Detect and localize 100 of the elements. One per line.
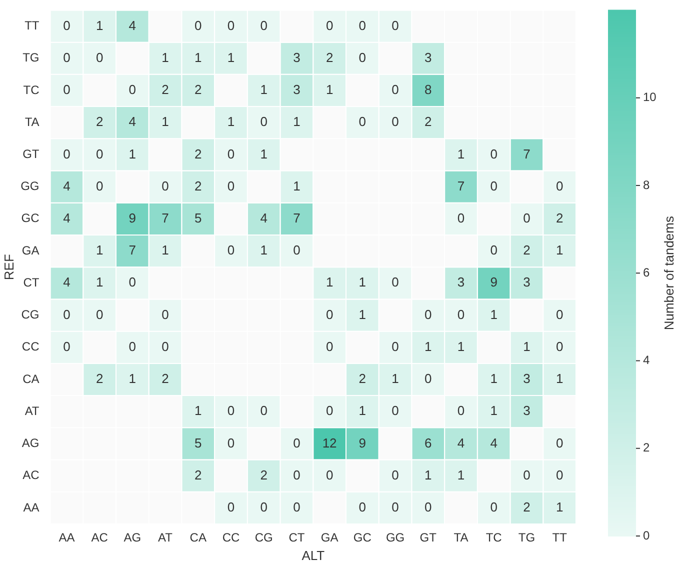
data-label: 1 bbox=[260, 82, 268, 98]
data-label: 0 bbox=[293, 467, 300, 482]
x-tick-label: TG bbox=[518, 530, 536, 545]
data-label: 0 bbox=[96, 178, 104, 194]
data-label: 1 bbox=[424, 338, 432, 354]
data-label: 3 bbox=[293, 50, 300, 65]
y-tick-label: TG bbox=[22, 50, 40, 65]
data-label: 1 bbox=[326, 82, 334, 98]
data-label: 4 bbox=[63, 274, 70, 290]
x-tick-label: AG bbox=[124, 530, 142, 545]
data-label: 0 bbox=[490, 242, 498, 258]
data-label: 1 bbox=[490, 306, 498, 322]
data-label: 0 bbox=[63, 306, 70, 322]
data-label: 1 bbox=[424, 467, 432, 482]
data-label: 0 bbox=[293, 500, 300, 515]
data-label: 1 bbox=[457, 467, 465, 482]
data-label: 0 bbox=[227, 242, 235, 258]
data-label: 4 bbox=[128, 18, 136, 33]
data-label: 2 bbox=[96, 114, 104, 130]
data-label: 2 bbox=[326, 50, 334, 65]
data-label: 3 bbox=[293, 82, 300, 98]
data-label: 0 bbox=[260, 500, 268, 515]
y-tick-label: GG bbox=[20, 179, 40, 194]
data-label: 0 bbox=[424, 500, 432, 515]
data-label: 0 bbox=[392, 114, 399, 130]
data-label: 3 bbox=[523, 403, 530, 418]
data-label: 1 bbox=[194, 403, 202, 418]
x-tick-label: CG bbox=[254, 530, 273, 545]
data-label: 0 bbox=[523, 467, 530, 482]
color-bar-label: 0 bbox=[643, 528, 650, 542]
data-label: 1 bbox=[457, 146, 465, 162]
data-label: 0 bbox=[556, 435, 564, 450]
data-label: 9 bbox=[128, 210, 136, 226]
data-label: 1 bbox=[490, 371, 498, 386]
y-tick-label: CA bbox=[22, 372, 40, 386]
data-label: 1 bbox=[96, 242, 104, 258]
y-tick-label: CT bbox=[23, 275, 40, 290]
data-label: 1 bbox=[392, 371, 399, 386]
data-label: 1 bbox=[162, 114, 169, 130]
data-label: 1 bbox=[556, 242, 564, 258]
data-label: 1 bbox=[260, 242, 268, 258]
data-label: 1 bbox=[128, 371, 136, 386]
y-axis-title: REF bbox=[1, 254, 16, 280]
data-label: 0 bbox=[227, 435, 235, 450]
data-label: 1 bbox=[358, 274, 366, 290]
data-label: 7 bbox=[457, 178, 465, 194]
data-label: 0 bbox=[63, 82, 70, 98]
data-label: 0 bbox=[457, 210, 465, 226]
data-label: 1 bbox=[227, 50, 235, 65]
data-label: 1 bbox=[556, 500, 564, 515]
x-tick-label: CA bbox=[190, 530, 206, 545]
data-label: 0 bbox=[260, 403, 268, 418]
data-label: 0 bbox=[556, 338, 564, 354]
data-label: 2 bbox=[556, 210, 564, 226]
data-label: 0 bbox=[358, 50, 366, 65]
data-label: 1 bbox=[96, 274, 104, 290]
data-label: 2 bbox=[523, 242, 530, 258]
data-label: 0 bbox=[424, 306, 432, 322]
data-label: 1 bbox=[457, 338, 465, 354]
data-label: 2 bbox=[194, 82, 202, 98]
data-label: 0 bbox=[556, 178, 564, 194]
x-tick-label: GC bbox=[353, 530, 372, 545]
data-label: 0 bbox=[556, 467, 564, 482]
data-label: 0 bbox=[227, 146, 235, 162]
data-label: 0 bbox=[96, 50, 104, 65]
data-label: 0 bbox=[556, 306, 564, 322]
data-label: 6 bbox=[424, 435, 432, 450]
data-label: 1 bbox=[162, 50, 169, 65]
data-label: 0 bbox=[490, 500, 498, 515]
data-label: 1 bbox=[96, 18, 104, 33]
data-label: 12 bbox=[322, 435, 337, 450]
data-label: 7 bbox=[128, 242, 136, 258]
color-bar-label: 2 bbox=[643, 440, 650, 455]
x-tick-label: GT bbox=[420, 530, 438, 545]
data-label: 1 bbox=[490, 403, 498, 418]
data-label: 0 bbox=[162, 178, 169, 194]
data-label: 0 bbox=[457, 306, 465, 322]
x-tick-label: GA bbox=[320, 530, 338, 545]
data-label: 2 bbox=[358, 371, 366, 386]
data-label: 1 bbox=[162, 242, 169, 258]
data-label: 3 bbox=[523, 371, 530, 386]
data-label: 1 bbox=[194, 50, 202, 65]
data-label: 0 bbox=[392, 274, 399, 290]
data-label: 0 bbox=[63, 146, 70, 162]
data-label: 0 bbox=[96, 306, 104, 322]
data-label: 2 bbox=[194, 178, 202, 194]
data-label: 0 bbox=[63, 50, 70, 65]
data-label: 4 bbox=[490, 435, 498, 450]
data-label: 4 bbox=[63, 178, 70, 194]
data-label: 3 bbox=[457, 274, 465, 290]
data-label: 1 bbox=[260, 146, 268, 162]
x-tick-label: TT bbox=[552, 530, 568, 545]
data-label: 2 bbox=[162, 371, 169, 386]
data-label: 1 bbox=[556, 371, 564, 386]
color-bar-title: Number of tandems bbox=[662, 216, 677, 330]
x-tick-label: CC bbox=[222, 530, 240, 545]
data-label: 2 bbox=[424, 114, 432, 130]
x-tick-label: CT bbox=[288, 530, 306, 545]
data-label: 0 bbox=[392, 403, 399, 418]
data-label: 0 bbox=[358, 114, 366, 130]
